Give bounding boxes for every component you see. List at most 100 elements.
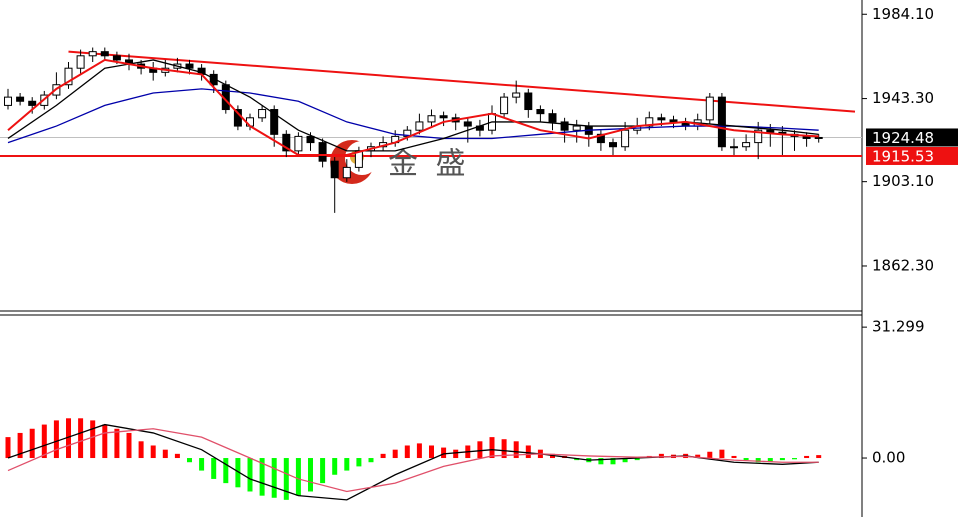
candle-body [596, 133, 605, 144]
candle-body [439, 115, 448, 119]
histogram-bar [404, 445, 410, 459]
histogram-bar [235, 458, 241, 488]
price-label-bg [866, 128, 958, 147]
histogram-bar [356, 458, 362, 467]
histogram-bar [271, 458, 277, 498]
trendline [68, 50, 856, 113]
price-label-bg [866, 146, 958, 165]
histogram-bar [162, 449, 168, 459]
candle-body [536, 109, 545, 115]
histogram-bar [719, 449, 725, 459]
histogram-bar [658, 453, 664, 459]
histogram-bar [392, 449, 398, 459]
histogram-bar [90, 420, 96, 459]
candle-body [754, 129, 763, 144]
candle-body [16, 96, 25, 102]
histogram-bar [779, 458, 785, 461]
candle-body [814, 136, 823, 139]
histogram-bar [66, 418, 71, 459]
candle-body [318, 142, 327, 162]
candle-body [4, 96, 12, 106]
candle-body [112, 55, 121, 61]
candle-body [88, 51, 97, 57]
histogram-bar [755, 458, 761, 463]
candle-body [717, 96, 726, 148]
y-tick-label: 0.00 [872, 449, 905, 467]
histogram-bar [416, 443, 422, 459]
histogram-bar [477, 441, 483, 459]
price-label: 1915.53 [872, 147, 934, 165]
histogram-bar [622, 458, 628, 463]
histogram-bar [78, 418, 84, 459]
histogram-bar [453, 449, 459, 459]
candle-body [742, 142, 751, 148]
histogram-bar [126, 432, 132, 459]
candle-body [705, 96, 714, 121]
candle-body [621, 129, 630, 148]
histogram-bar [211, 458, 217, 479]
candle-body [766, 129, 775, 133]
candle-body [548, 113, 557, 123]
histogram-bar [320, 458, 326, 484]
indicator-line [7, 58, 819, 156]
histogram-bar [29, 428, 35, 459]
histogram-bar [53, 420, 59, 459]
candle-body [572, 125, 581, 131]
histogram-bar [368, 458, 374, 463]
price-label: 1924.48 [872, 129, 934, 147]
candle-body [512, 92, 521, 98]
candle-body [609, 142, 617, 148]
candle-body [645, 117, 654, 127]
histogram-bar [489, 437, 495, 459]
histogram-bar [223, 458, 229, 484]
histogram-bar [332, 458, 338, 475]
candle-body [209, 73, 218, 86]
candle-body [76, 55, 85, 69]
histogram-bar [792, 458, 797, 460]
candle-body [330, 160, 339, 179]
histogram-bar [380, 453, 386, 459]
candle-body [258, 109, 267, 119]
histogram-bar [731, 455, 737, 459]
histogram-bar [41, 424, 47, 459]
candle-body [342, 166, 351, 179]
histogram-bar [816, 455, 822, 459]
candle-body [28, 100, 37, 106]
candle-body [560, 121, 569, 131]
histogram-bar [525, 445, 531, 459]
histogram-bar [743, 458, 749, 461]
histogram-bar [513, 441, 519, 459]
histogram-bar [501, 439, 507, 459]
histogram-bar [102, 424, 108, 459]
histogram-bar [150, 445, 156, 459]
indicator-line [7, 428, 819, 493]
histogram-bar [174, 453, 180, 459]
y-tick-label: 1984.10 [872, 5, 934, 23]
histogram-bar [17, 432, 23, 459]
candle-body [500, 96, 509, 115]
candle-body [282, 133, 291, 152]
candle-body [415, 121, 424, 131]
candle-body [185, 63, 194, 69]
y-tick-label: 1903.10 [872, 172, 934, 190]
candle-body [64, 67, 73, 86]
candle-body [270, 109, 279, 135]
candle-body [657, 117, 666, 121]
histogram-bar [247, 458, 253, 492]
candle-body [524, 92, 533, 111]
y-tick-label: 1943.30 [872, 89, 934, 107]
histogram-bar [138, 441, 144, 459]
histogram-bar [634, 458, 640, 461]
histogram-bar [344, 458, 350, 471]
histogram-bar [5, 437, 11, 459]
histogram-bar [767, 458, 773, 463]
watermark: 金 盛 [388, 147, 470, 182]
histogram-bar [804, 455, 810, 459]
histogram-bar [610, 458, 616, 465]
histogram-bar [441, 447, 447, 459]
candle-body [463, 121, 472, 127]
y-tick-label: 31.299 [872, 318, 925, 336]
candle-body [294, 135, 303, 152]
candle-body [100, 51, 109, 57]
y-tick-label: 1862.30 [872, 256, 934, 274]
